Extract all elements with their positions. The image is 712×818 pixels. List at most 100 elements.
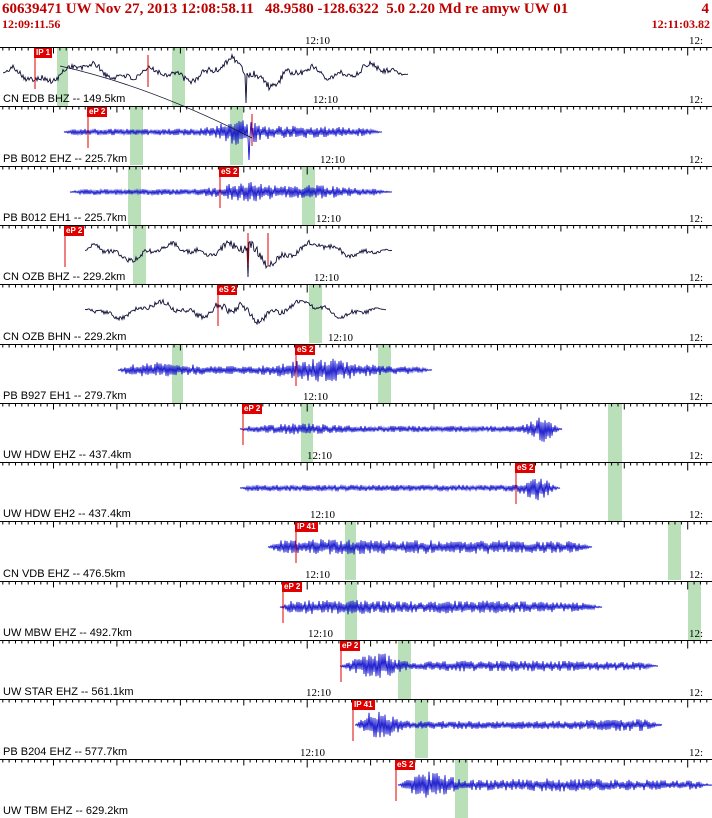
minute-tick-label: 12:10 xyxy=(320,153,346,166)
time-axis xyxy=(0,47,712,56)
arrival-window-bands xyxy=(345,580,701,640)
right-edge-time-label: 12: xyxy=(689,272,704,285)
waveform-panel-13[interactable]: 12:10 12: eS 2 UW TBM EHZ -- 629.2km xyxy=(0,747,712,818)
seismogram-trace xyxy=(239,417,563,442)
pick-flag[interactable]: eS 2 xyxy=(217,285,238,296)
waveform-panel-3[interactable]: 12:10 12: eS 2 PB B012 EH1 -- 225.7km xyxy=(0,154,712,225)
waveform-panel-7[interactable]: 12:10 12: eP 2 UW HDW EHZ -- 437.4km xyxy=(0,391,712,462)
station-label: UW MBW EHZ -- 492.7km xyxy=(3,627,132,640)
minute-tick-label: 12:10 xyxy=(307,450,333,463)
panel-canvas xyxy=(0,758,712,818)
right-edge-time-label: 12: xyxy=(689,153,704,166)
station-label: UW TBM EHZ -- 629.2km xyxy=(3,804,129,817)
station-label: PB B927 EH1 -- 279.7km xyxy=(3,389,127,402)
time-axis xyxy=(0,402,712,412)
time-axis xyxy=(0,165,712,175)
seismogram-trace xyxy=(84,239,393,277)
seismogram-trace xyxy=(354,712,663,738)
pick-flag[interactable]: eP 2 xyxy=(87,107,108,118)
waveform-panel-9[interactable]: 12:10 12: IP 41 CN VDB EHZ -- 476.5km xyxy=(0,509,712,581)
station-label: PB B204 EHZ -- 577.7km xyxy=(3,745,128,758)
station-label: CN EDB BHZ -- 149.5km xyxy=(3,93,126,106)
pick-flag[interactable]: eS 2 xyxy=(515,463,536,474)
pick-flag[interactable]: eP 2 xyxy=(340,641,361,652)
right-edge-time-label: 12: xyxy=(689,94,704,107)
arrival-window-bands xyxy=(133,224,146,284)
station-label: PB B012 EHZ -- 225.7km xyxy=(3,152,128,165)
station-label: UW HDW EH2 -- 437.4km xyxy=(3,508,131,521)
time-axis xyxy=(0,343,712,353)
pick-flag[interactable]: eP 2 xyxy=(282,581,303,592)
arrival-window-bands xyxy=(608,462,622,522)
panel-canvas xyxy=(0,343,712,403)
minute-tick-label: 12:10 xyxy=(300,746,326,759)
right-edge-time-label: 12: xyxy=(689,35,704,47)
seismogram-trace xyxy=(279,599,603,615)
minute-tick-label: 12:10 xyxy=(316,212,342,225)
window-start-time: 12:09:11.56 xyxy=(2,17,61,31)
right-edge-time-label: 12: xyxy=(689,212,704,225)
panel-canvas xyxy=(0,284,712,344)
waveform-panel-8[interactable]: 12:10 12: eS 2 UW HDW EH2 -- 437.4km xyxy=(0,450,712,522)
waveform-panel-2[interactable]: 12:10 12: eP 2 PB B012 EHZ -- 225.7km xyxy=(0,94,712,166)
pick-lines xyxy=(64,225,269,267)
waveform-panel-4[interactable]: 12:10 12: eP 2 CN OZB BHZ -- 229.2km xyxy=(0,213,712,284)
waveform-panel-10[interactable]: 12:10 12: eP 2 UW MBW EHZ -- 492.7km xyxy=(0,569,712,640)
panel-canvas xyxy=(0,462,712,522)
seismogram-trace xyxy=(84,298,387,326)
waveform-panel-5[interactable]: 12:10 12: eS 2 CN OZB BHN -- 229.2km xyxy=(0,272,712,344)
right-edge-time-label: 12: xyxy=(689,331,704,344)
arrival-window-bands xyxy=(415,699,428,759)
pick-flag[interactable]: eS 2 xyxy=(295,344,316,355)
station-label: UW STAR EHZ -- 561.1km xyxy=(3,686,134,699)
minute-tick-label: 12:10 xyxy=(303,390,329,403)
station-label: CN OZB BHZ -- 229.2km xyxy=(3,271,126,284)
right-edge-time-label: 12: xyxy=(689,628,704,641)
arrival-window-bands xyxy=(398,640,411,700)
pick-flag[interactable]: IP 41 xyxy=(352,700,375,711)
time-axis xyxy=(0,224,712,234)
time-axis xyxy=(0,284,712,293)
pick-flag[interactable]: eS 2 xyxy=(395,759,416,770)
seismogram-trace xyxy=(239,478,561,501)
arrival-window-bands xyxy=(309,284,322,344)
minute-tick-label: 12:10 xyxy=(328,331,354,344)
minute-tick-label: 12:10 xyxy=(314,272,340,285)
time-axis xyxy=(0,640,712,649)
event-flag-count: 4 xyxy=(701,1,710,17)
minute-tick-label: 12:10 xyxy=(308,628,334,641)
right-edge-time-label: 12: xyxy=(689,568,704,581)
station-label: UW HDW EHZ -- 437.4km xyxy=(3,449,132,462)
time-axis xyxy=(0,758,712,768)
waveform-panel-12[interactable]: 12:10 12: IP 41 PB B204 EHZ -- 577.7km xyxy=(0,687,712,759)
seismogram-trace xyxy=(339,653,659,678)
arrival-window-bands xyxy=(345,521,681,581)
panel-canvas xyxy=(0,521,712,581)
pick-flag[interactable]: IP 41 xyxy=(295,522,318,533)
right-edge-time-label: 12: xyxy=(689,509,704,522)
time-axis xyxy=(0,521,712,530)
right-edge-time-label: 12: xyxy=(689,390,704,403)
minute-tick-label: 12:10 xyxy=(305,568,331,581)
pick-flag[interactable]: eP 2 xyxy=(242,403,263,414)
time-axis xyxy=(0,462,712,471)
window-end-time: 12:11:03.82 xyxy=(651,17,710,31)
arrival-window-bands xyxy=(301,402,622,462)
event-summary-line: 60639471 UW Nov 27, 2013 12:08:58.11 48.… xyxy=(2,1,569,17)
station-label: PB B012 EH1 -- 225.7km xyxy=(3,211,127,224)
arrival-window-bands xyxy=(172,343,391,403)
waveform-panel-11[interactable]: 12:10 12: eP 2 UW STAR EHZ -- 561.1km xyxy=(0,628,712,700)
pick-flag[interactable]: IP 1 xyxy=(34,48,53,58)
minute-tick-label: 12:10 xyxy=(306,687,332,700)
pick-flag[interactable]: eP 2 xyxy=(64,225,85,236)
minute-tick-label: 12:10 xyxy=(310,509,336,522)
time-axis xyxy=(0,580,712,590)
pick-flag[interactable]: eS 2 xyxy=(219,166,240,177)
right-edge-time-label: 12: xyxy=(689,687,704,700)
waveform-panel-1[interactable]: 12:10 12: IP 1 CN EDB BHZ -- 149.5km xyxy=(0,35,712,106)
waveform-panel-6[interactable]: 12:10 12: eS 2 PB B927 EH1 -- 279.7km xyxy=(0,332,712,403)
station-label: CN OZB BHN -- 229.2km xyxy=(3,330,127,343)
seismogram-trace xyxy=(397,771,712,798)
minute-tick-label: 12:10 xyxy=(313,94,339,107)
minute-tick-label: 12:10 xyxy=(305,35,331,47)
